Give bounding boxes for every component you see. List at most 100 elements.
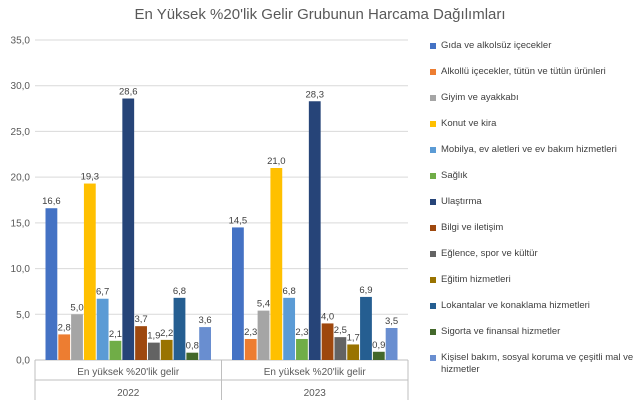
- data-label: 14,5: [229, 215, 248, 226]
- legend-item: Lokantalar ve konaklama hizmetleri: [430, 300, 635, 312]
- bar: [270, 168, 283, 360]
- legend-item: Bilgi ve iletişim: [430, 222, 635, 234]
- bar: [160, 339, 173, 360]
- legend-item: Gıda ve alkolsüz içecekler: [430, 40, 635, 52]
- bar: [283, 297, 296, 360]
- data-label: 6,8: [283, 286, 296, 297]
- bar: [173, 297, 186, 360]
- data-label: 3,6: [198, 315, 211, 326]
- x-category-label: En yüksek %20'lik gelir: [77, 367, 180, 378]
- legend-label: Bilgi ve iletişim: [441, 222, 504, 233]
- legend-label: Giyim ve ayakkabı: [441, 92, 519, 103]
- x-year-label: 2023: [304, 388, 327, 399]
- legend-label: Eğlence, spor ve kültür: [441, 248, 538, 259]
- legend-item: Sigorta ve finansal hizmetler: [430, 326, 635, 338]
- legend-swatch: [430, 43, 436, 49]
- legend-swatch: [430, 69, 436, 75]
- data-label: 1,7: [347, 332, 360, 343]
- data-label: 3,5: [385, 316, 398, 327]
- bar: [334, 337, 347, 360]
- legend-swatch: [430, 329, 436, 335]
- legend-label: Lokantalar ve konaklama hizmetleri: [441, 300, 590, 311]
- legend-swatch: [430, 173, 436, 179]
- legend-item: Sağlık: [430, 170, 635, 182]
- bar-chart: 0,0 5,0 10,0 15,0 20,0 25,0 30,0 35,0 En yüksek …: [11, 36, 409, 400]
- bar: [122, 98, 135, 360]
- legend-swatch: [430, 251, 436, 257]
- legend-item: Eğitim hizmetleri: [430, 274, 635, 286]
- data-label: 0,8: [186, 341, 199, 352]
- y-tick-label: 30,0: [11, 81, 31, 92]
- data-label: 2,3: [295, 327, 308, 338]
- bar: [308, 101, 321, 360]
- legend-label: Konut ve kira: [441, 118, 497, 129]
- legend-label: Gıda ve alkolsüz içecekler: [441, 40, 552, 51]
- legend-label: Alkollü içecekler, tütün ve tütün ürünle…: [441, 66, 606, 77]
- legend-item: Giyim ve ayakkabı: [430, 92, 635, 104]
- legend-swatch: [430, 95, 436, 101]
- y-tick-label: 20,0: [11, 173, 31, 184]
- data-label: 3,7: [134, 314, 147, 325]
- legend-label: Ulaştırma: [441, 196, 482, 207]
- y-tick-label: 0,0: [16, 356, 30, 367]
- data-label: 2,8: [58, 322, 71, 333]
- bar: [232, 227, 244, 360]
- bar: [199, 327, 211, 360]
- y-tick-label: 35,0: [11, 36, 31, 47]
- x-year-label: 2022: [117, 388, 140, 399]
- data-label: 2,1: [109, 329, 122, 340]
- data-label: 0,9: [372, 340, 385, 351]
- bar: [58, 334, 71, 360]
- data-label: 6,9: [359, 285, 372, 296]
- legend-item: Eğlence, spor ve kültür: [430, 248, 635, 260]
- legend-swatch: [430, 199, 436, 205]
- legend-label: Eğitim hizmetleri: [441, 274, 511, 285]
- bar: [244, 338, 257, 360]
- legend-label: Mobilya, ev aletleri ve ev bakım hizmetl…: [441, 144, 617, 155]
- data-label: 5,0: [70, 302, 83, 313]
- bar: [45, 208, 58, 360]
- y-tick-label: 25,0: [11, 127, 31, 138]
- data-label: 2,5: [334, 325, 347, 336]
- legend-swatch: [430, 121, 436, 127]
- data-label: 28,6: [119, 87, 138, 98]
- legend-swatch: [430, 147, 436, 153]
- y-tick-label: 5,0: [16, 310, 30, 321]
- legend-item: Mobilya, ev aletleri ve ev bakım hizmetl…: [430, 144, 635, 156]
- data-label: 5,4: [257, 299, 270, 310]
- data-label: 6,8: [173, 286, 186, 297]
- legend-swatch: [430, 277, 436, 283]
- legend: Gıda ve alkolsüz içecekler Alkollü içecek…: [430, 40, 635, 376]
- x-category-label: En yüksek %20'lik gelir: [264, 367, 367, 378]
- bar: [96, 298, 109, 360]
- bar: [347, 344, 360, 360]
- bar: [321, 323, 334, 360]
- bar: [296, 338, 308, 360]
- legend-label: Sigorta ve finansal hizmetler: [441, 326, 561, 337]
- bar: [147, 342, 160, 360]
- y-tick-label: 10,0: [11, 264, 31, 275]
- data-label: 2,3: [244, 327, 257, 338]
- legend-item: Kişisel bakım, sosyal koruma ve çeşitli …: [430, 352, 635, 376]
- legend-label: Kişisel bakım, sosyal koruma ve çeşitli …: [441, 352, 634, 375]
- data-label: 21,0: [267, 156, 286, 167]
- legend-item: Alkollü içecekler, tütün ve tütün ürünle…: [430, 66, 635, 78]
- bar: [385, 328, 398, 360]
- legend-swatch: [430, 303, 436, 309]
- bar: [109, 340, 122, 360]
- bar: [83, 183, 96, 360]
- data-label: 28,3: [306, 89, 325, 100]
- legend-swatch: [430, 355, 436, 361]
- bar: [71, 314, 83, 360]
- bar: [372, 351, 385, 360]
- data-label: 2,2: [160, 328, 173, 339]
- data-label: 16,6: [42, 196, 61, 207]
- bar: [135, 326, 147, 360]
- chart-title: En Yüksek %20'lik Gelir Grubunun Harcama…: [134, 6, 506, 23]
- legend-item: Konut ve kira: [430, 118, 635, 130]
- legend-swatch: [430, 225, 436, 231]
- data-label: 19,3: [81, 172, 100, 183]
- bar: [360, 296, 372, 360]
- data-label: 4,0: [321, 311, 334, 322]
